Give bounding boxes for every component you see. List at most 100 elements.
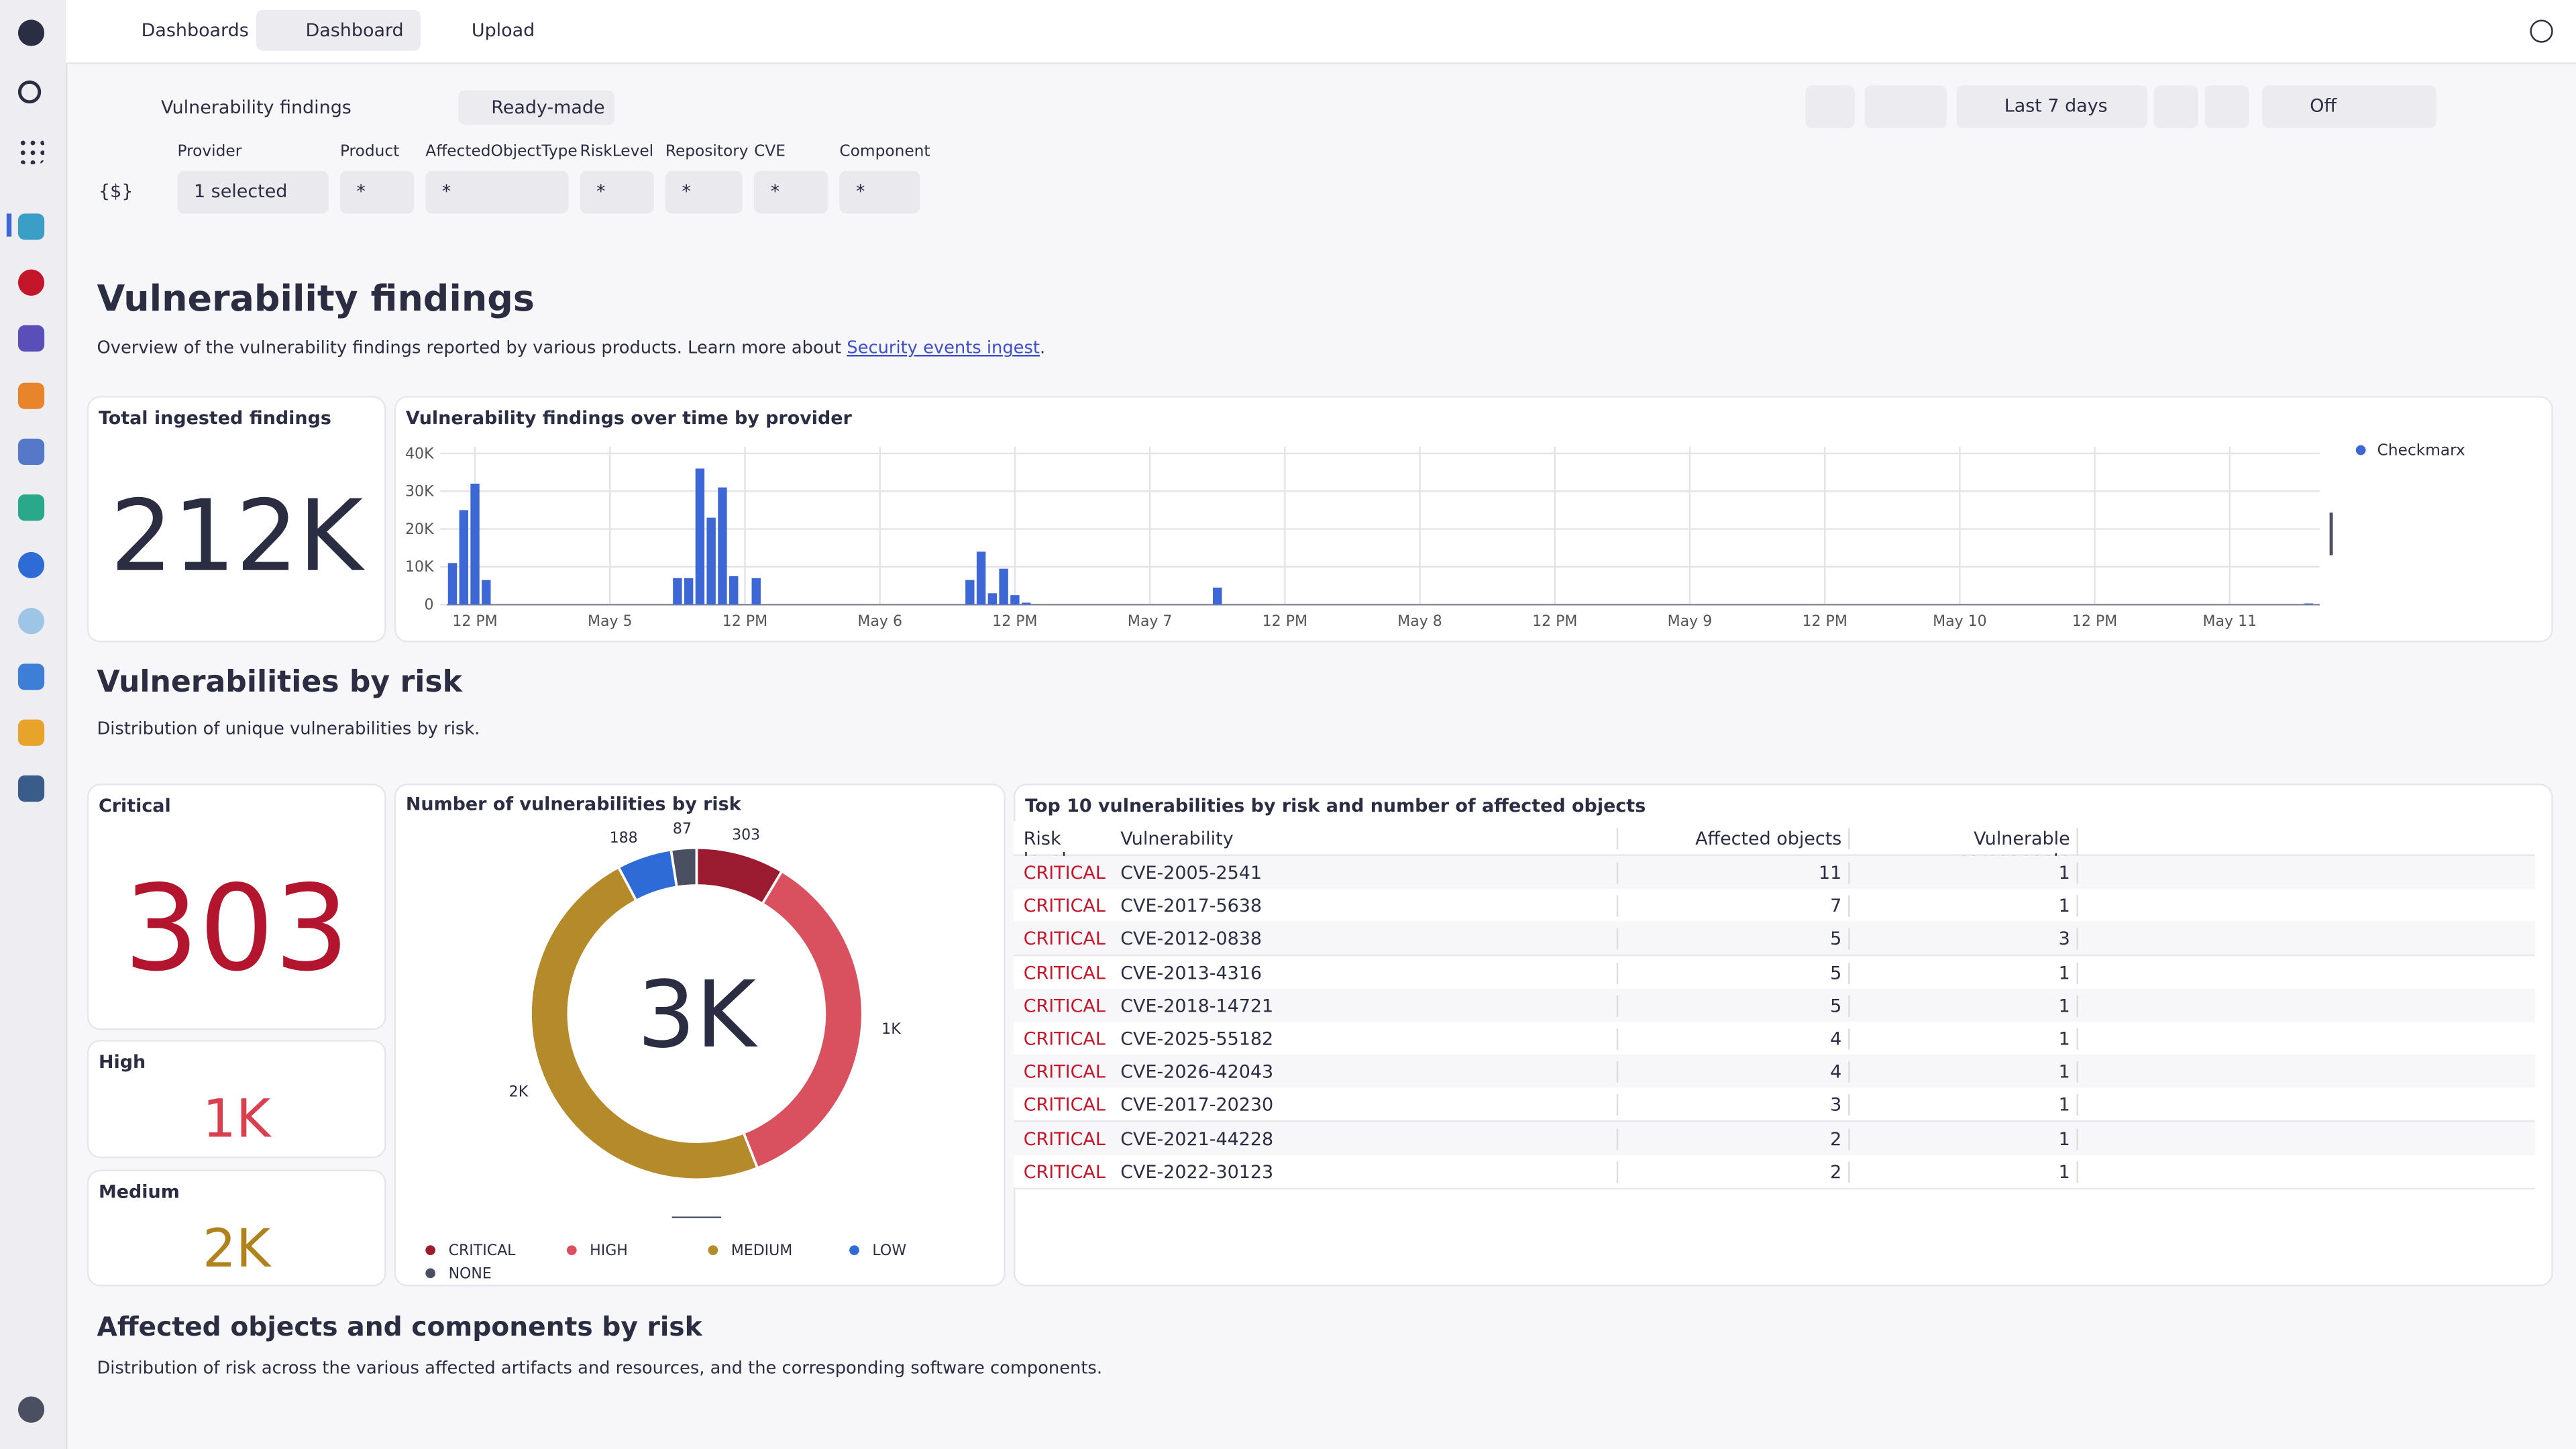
segments-button[interactable] xyxy=(1864,85,1947,129)
table-cell: 1 xyxy=(1860,896,2078,917)
x-tick-label: 12 PM xyxy=(1263,613,1307,630)
timeframe-selector[interactable]: Last 7 days xyxy=(1956,85,2147,129)
legend-label: NONE xyxy=(449,1265,492,1282)
tile-title: Total ingested findings xyxy=(98,407,331,429)
apps-icon[interactable] xyxy=(17,138,45,164)
bar xyxy=(976,551,986,605)
table-cell: CVE-2017-20230 xyxy=(1120,1094,1619,1116)
data-label: 303 xyxy=(732,827,760,844)
logo[interactable] xyxy=(17,19,45,46)
filter-select[interactable]: CVE * xyxy=(754,143,828,214)
bar xyxy=(2304,603,2313,605)
y-tick-label: 30K xyxy=(405,484,434,500)
app-icon[interactable] xyxy=(17,494,45,521)
table-cell: Affected objects xyxy=(1636,828,1850,850)
data-label: 188 xyxy=(610,830,638,847)
tile-title: Medium xyxy=(98,1181,180,1203)
table-cell: CVE-2005-2541 xyxy=(1120,862,1619,884)
app-icon[interactable] xyxy=(17,438,45,466)
table-cell: 5 xyxy=(1636,962,1850,983)
x-tick-label: May 8 xyxy=(1397,613,1442,630)
app-icon[interactable] xyxy=(17,551,45,579)
app-icon[interactable] xyxy=(17,382,45,409)
filter-select[interactable]: Product * xyxy=(339,143,415,214)
dashboards-app[interactable] xyxy=(17,213,45,240)
upload-button[interactable]: Upload xyxy=(471,19,535,42)
high-tile[interactable]: High 1K xyxy=(87,1040,386,1159)
bar xyxy=(751,578,761,605)
table-cell: CVE-2017-5638 xyxy=(1120,896,1619,917)
filter-select[interactable]: RiskLevel * xyxy=(580,143,654,214)
filter-value: * xyxy=(441,180,451,203)
filter-label: Repository xyxy=(665,143,749,162)
section-description: Distribution of unique vulnerabilities b… xyxy=(97,719,480,740)
app-icon[interactable] xyxy=(17,325,45,352)
table-row: CRITICAL CVE-2005-2541 11 1 xyxy=(1014,855,2535,891)
legend-swatch xyxy=(849,1245,859,1256)
critical-tile[interactable]: Critical 303 xyxy=(87,784,386,1030)
table-cell: CRITICAL xyxy=(1023,862,1106,884)
app-icon[interactable] xyxy=(17,775,45,802)
tile-title: High xyxy=(98,1051,146,1073)
x-tick-label: May 7 xyxy=(1128,613,1173,630)
x-tick-label: 12 PM xyxy=(992,613,1037,630)
app-icon[interactable] xyxy=(17,719,45,746)
x-tick-label: 12 PM xyxy=(1803,613,1847,630)
legend-swatch xyxy=(2355,445,2366,455)
add-tile-button[interactable] xyxy=(1805,85,1855,129)
sidebar xyxy=(0,0,68,1449)
filter-select[interactable]: AffectedObjectType * xyxy=(425,143,578,214)
table-cell: 1 xyxy=(1860,962,2078,983)
legend-label: Checkmarx xyxy=(2377,441,2465,459)
medium-tile[interactable]: Medium 2K xyxy=(87,1169,386,1287)
bar xyxy=(695,468,705,605)
docs-link[interactable]: Security events ingest xyxy=(847,338,1040,358)
app-icon[interactable] xyxy=(17,608,45,635)
bar xyxy=(1213,587,1222,605)
x-tick-label: May 6 xyxy=(857,613,902,630)
filter-label: Product xyxy=(339,143,400,162)
table-cell: 1 xyxy=(1860,995,2078,1017)
y-tick-label: 20K xyxy=(405,521,434,538)
x-tick-label: May 9 xyxy=(1668,613,1713,630)
search-icon[interactable] xyxy=(17,80,42,104)
prev-timeframe[interactable] xyxy=(2153,85,2198,129)
refresh-selector[interactable]: Off xyxy=(2262,85,2403,129)
refresh-button[interactable] xyxy=(2390,85,2436,129)
table-cell: 4 xyxy=(1636,1028,1850,1050)
bar xyxy=(459,510,468,605)
ready-made-badge[interactable]: Ready-made xyxy=(458,90,615,125)
help-icon[interactable] xyxy=(2530,19,2553,43)
legend-label: MEDIUM xyxy=(731,1242,793,1259)
table-cell: 5 xyxy=(1636,928,1850,951)
filter-bar: Provider 1 selected Product * AffectedObject… xyxy=(177,143,930,214)
data-label: 1K xyxy=(881,1021,901,1038)
new-dashboard-button[interactable]: Dashboard xyxy=(256,9,421,51)
filter-label: AffectedObjectType xyxy=(425,143,578,162)
tile-title: Critical xyxy=(98,795,171,817)
nav-dashboards[interactable]: Dashboards xyxy=(141,19,249,42)
dashboard-name[interactable]: Vulnerability findings xyxy=(161,97,352,119)
table-cell: CRITICAL xyxy=(1023,1094,1106,1116)
chart-title: Vulnerability findings over time by prov… xyxy=(406,408,853,429)
variables-menu[interactable]: {$} xyxy=(98,180,133,203)
tile-title: Top 10 vulnerabilities by risk and numbe… xyxy=(1025,795,1646,817)
user-avatar[interactable] xyxy=(17,1396,45,1423)
bar xyxy=(447,563,458,605)
next-timeframe[interactable] xyxy=(2204,85,2249,129)
filter-select[interactable]: Component * xyxy=(839,143,930,214)
filter-select[interactable]: Provider 1 selected xyxy=(177,143,329,214)
tile-value: 303 xyxy=(123,859,350,998)
problems-app[interactable] xyxy=(17,269,45,296)
bar xyxy=(482,580,491,605)
total-tile[interactable]: Total ingested findings 212K xyxy=(87,396,386,643)
donut-slice xyxy=(742,869,864,1170)
tile-value: 2K xyxy=(203,1217,271,1280)
table-cell: CVE-2022-30123 xyxy=(1120,1161,1619,1183)
filter-select[interactable]: Repository * xyxy=(665,143,749,214)
legend-label: CRITICAL xyxy=(449,1242,517,1259)
app-icon[interactable] xyxy=(17,663,45,690)
filter-value: * xyxy=(855,180,865,203)
y-tick-label: 0 xyxy=(424,597,433,614)
bar xyxy=(1010,595,1020,605)
